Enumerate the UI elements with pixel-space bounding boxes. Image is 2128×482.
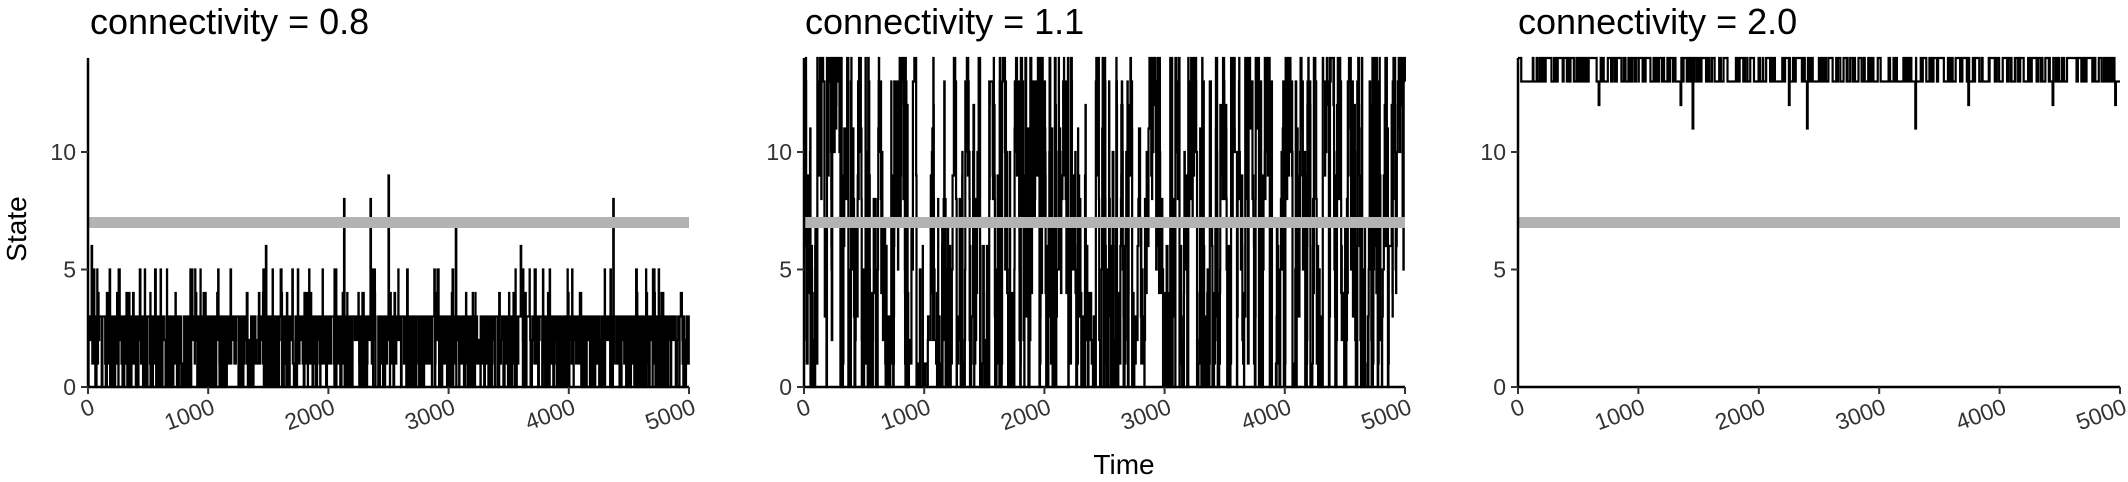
panel-2-x-tick-label-0: 0 bbox=[793, 393, 814, 422]
panel-2-x-tick-label-1: 1000 bbox=[877, 393, 934, 435]
panel-1-y-tick-label-1: 5 bbox=[63, 257, 76, 283]
panel-1-plot: 0 5 10 0 1000 2000 3000 4000 5000 bbox=[50, 58, 699, 435]
panel-2-y-tick-label-1: 5 bbox=[779, 257, 792, 283]
x-axis-title: Time bbox=[1093, 449, 1154, 480]
panel-3-title: connectivity = 2.0 bbox=[1518, 1, 1797, 42]
panel-3: connectivity = 2.0 0 5 10 0 1000 2000 3000 4000… bbox=[1480, 1, 2128, 435]
panel-2-y-tick-label-0: 0 bbox=[779, 374, 792, 400]
panel-2-x-tick-label-2: 2000 bbox=[997, 393, 1054, 435]
panel-2-x-tick-label-3: 3000 bbox=[1117, 393, 1174, 435]
panel-1-y-tick-label-0: 0 bbox=[63, 374, 76, 400]
panel-1-x-tick-label-4: 4000 bbox=[522, 393, 579, 435]
panel-2-x-tick-label-5: 5000 bbox=[1358, 393, 1415, 435]
panel-3-x-tick-label-0: 0 bbox=[1507, 393, 1528, 422]
panel-1-x-tick-label-3: 3000 bbox=[401, 393, 458, 435]
panel-1-x-tick-label-5: 5000 bbox=[642, 393, 699, 435]
panel-1-x-tick-label-2: 2000 bbox=[281, 393, 338, 435]
panel-3-x-tick-label-5: 5000 bbox=[2073, 393, 2128, 435]
panel-1-x-tick-label-0: 0 bbox=[77, 393, 98, 422]
panel-3-plot: 0 5 10 0 1000 2000 3000 4000 5000 bbox=[1480, 56, 2128, 435]
panel-3-series-1-line bbox=[1518, 56, 2120, 130]
panel-3-x-tick-label-2: 2000 bbox=[1712, 393, 1769, 435]
panel-2-y-tick-label-2: 10 bbox=[766, 139, 792, 165]
panel-3-x-tick-label-3: 3000 bbox=[1832, 393, 1889, 435]
panel-3-y-tick-label-2: 10 bbox=[1480, 139, 1506, 165]
panel-3-x-tick-label-4: 4000 bbox=[1952, 393, 2009, 435]
panel-2-title: connectivity = 1.1 bbox=[805, 1, 1084, 42]
panel-1-title: connectivity = 0.8 bbox=[90, 1, 369, 42]
y-axis-title: State bbox=[1, 196, 32, 261]
panel-2-series-1-line bbox=[803, 56, 1406, 389]
panel-1-x-tick-label-1: 1000 bbox=[161, 393, 218, 435]
panel-2-x-tick-label-4: 4000 bbox=[1238, 393, 1295, 435]
panel-1-series-1-line bbox=[87, 174, 690, 389]
panel-3-y-tick-label-1: 5 bbox=[1493, 257, 1506, 283]
panel-2: connectivity = 1.1 0 5 10 0 1000 2000 3000 4000… bbox=[766, 1, 1414, 435]
panel-3-x-tick-label-1: 1000 bbox=[1591, 393, 1648, 435]
panel-1-y-tick-label-2: 10 bbox=[50, 139, 76, 165]
panel-1: connectivity = 0.8 0 5 10 0 1000 2000 3000 4000… bbox=[50, 1, 698, 435]
panel-2-plot: 0 5 10 0 1000 2000 3000 4000 5000 bbox=[766, 56, 1415, 435]
panel-3-y-tick-label-0: 0 bbox=[1493, 374, 1506, 400]
